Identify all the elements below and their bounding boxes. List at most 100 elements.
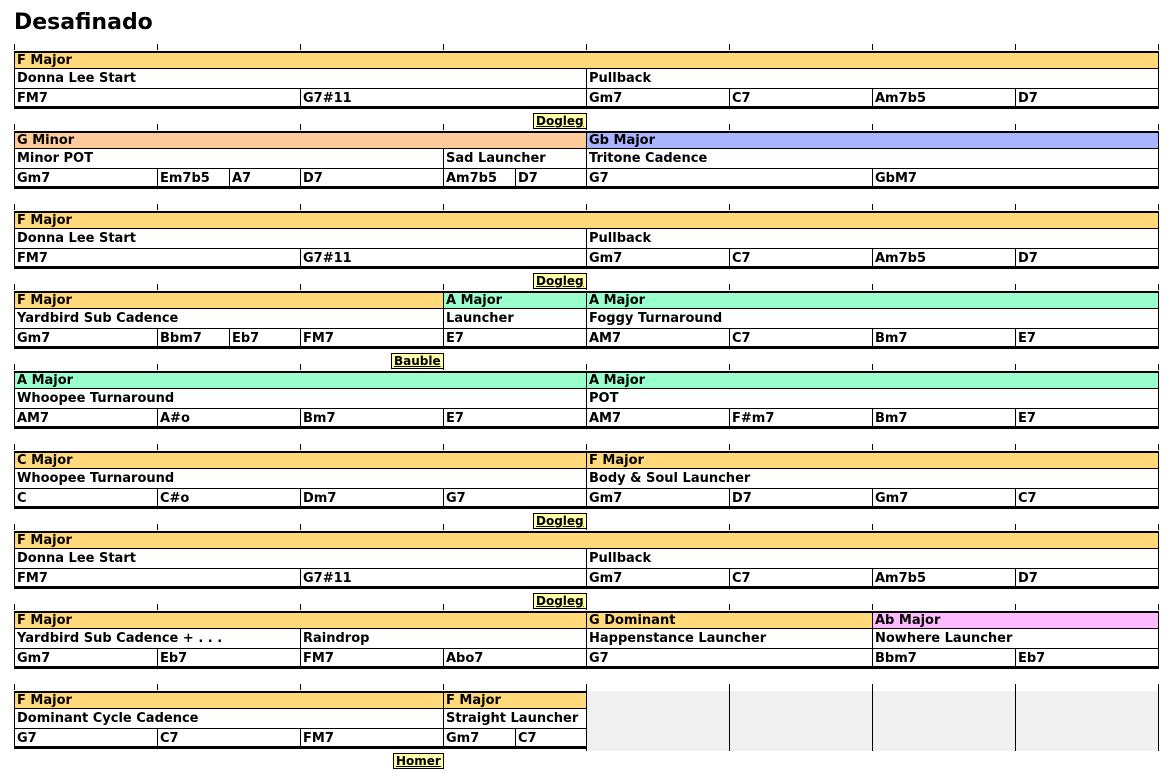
chord-cell[interactable]: FM7 (300, 729, 444, 749)
chord-cell[interactable]: D7 (1015, 89, 1159, 109)
chord-cell[interactable]: E7 (443, 329, 587, 349)
brick-label[interactable]: Pullback (586, 69, 1159, 89)
chord-cell[interactable]: G7 (586, 649, 873, 669)
chord-cell[interactable]: C7 (729, 249, 873, 269)
chord-cell[interactable]: E7 (1015, 329, 1159, 349)
brick-label[interactable]: POT (586, 389, 1159, 409)
chord-cell[interactable]: C#o (157, 489, 301, 509)
brick-label[interactable]: Yardbird Sub Cadence + . . . (14, 629, 301, 649)
chord-cell[interactable]: Gm7 (14, 649, 158, 669)
brick-label[interactable]: Nowhere Launcher (872, 629, 1159, 649)
joiner-tag[interactable]: Dogleg (533, 513, 587, 529)
chord-cell[interactable]: E7 (443, 409, 587, 429)
chord-cell[interactable]: GbM7 (872, 169, 1159, 189)
key-bar[interactable]: A Major (586, 371, 1159, 389)
key-bar[interactable]: F Major (14, 51, 1159, 69)
brick-label[interactable]: Sad Launcher (443, 149, 587, 169)
brick-label[interactable]: Pullback (586, 549, 1159, 569)
chord-cell[interactable]: C (14, 489, 158, 509)
brick-label[interactable]: Raindrop (300, 629, 587, 649)
brick-label[interactable]: Yardbird Sub Cadence (14, 309, 444, 329)
joiner-tag[interactable]: Dogleg (533, 113, 587, 129)
chord-cell[interactable]: C7 (1015, 489, 1159, 509)
brick-label[interactable]: Whoopee Turnaround (14, 389, 587, 409)
chord-cell[interactable]: C7 (157, 729, 301, 749)
key-bar[interactable]: G Dominant (586, 611, 873, 629)
key-bar[interactable]: F Major (586, 451, 1159, 469)
chord-cell[interactable]: F#m7 (729, 409, 873, 429)
chord-cell[interactable]: FM7 (14, 249, 301, 269)
chord-cell[interactable]: Am7b5 (872, 569, 1016, 589)
brick-label[interactable]: Body & Soul Launcher (586, 469, 1159, 489)
chord-cell[interactable]: Eb7 (1015, 649, 1159, 669)
chord-cell[interactable]: Eb7 (229, 329, 301, 349)
key-bar[interactable]: F Major (443, 691, 587, 709)
chord-cell[interactable]: Dm7 (300, 489, 444, 509)
key-bar[interactable]: F Major (14, 691, 444, 709)
chord-cell[interactable]: D7 (300, 169, 444, 189)
chord-cell[interactable]: Am7b5 (443, 169, 516, 189)
brick-label[interactable]: Donna Lee Start (14, 549, 587, 569)
key-bar[interactable]: A Major (443, 291, 587, 309)
chord-cell[interactable]: D7 (729, 489, 873, 509)
chord-cell[interactable]: Gm7 (586, 89, 730, 109)
joiner-tag[interactable]: Dogleg (533, 273, 587, 289)
joiner-tag[interactable]: Bauble (391, 353, 444, 369)
chord-cell[interactable]: C7 (729, 329, 873, 349)
chord-cell[interactable]: FM7 (14, 569, 301, 589)
chord-cell[interactable]: C7 (729, 89, 873, 109)
chord-cell[interactable]: Am7b5 (872, 89, 1016, 109)
chord-cell[interactable]: Bm7 (872, 409, 1016, 429)
chord-cell[interactable]: Gm7 (14, 169, 158, 189)
chord-cell[interactable]: Bm7 (872, 329, 1016, 349)
chord-cell[interactable]: G7#11 (300, 249, 587, 269)
chord-cell[interactable]: FM7 (14, 89, 301, 109)
chord-cell[interactable]: Gm7 (872, 489, 1016, 509)
brick-label[interactable]: Dominant Cycle Cadence (14, 709, 444, 729)
chord-cell[interactable]: E7 (1015, 409, 1159, 429)
key-bar[interactable]: A Major (586, 291, 1159, 309)
key-bar[interactable]: C Major (14, 451, 587, 469)
brick-label[interactable]: Whoopee Turnaround (14, 469, 587, 489)
chord-cell[interactable]: Gm7 (586, 489, 730, 509)
key-bar[interactable]: Ab Major (872, 611, 1159, 629)
brick-label[interactable]: Donna Lee Start (14, 69, 587, 89)
brick-label[interactable]: Straight Launcher (443, 709, 587, 729)
chord-cell[interactable]: Bm7 (300, 409, 444, 429)
chord-cell[interactable]: Gm7 (443, 729, 516, 749)
joiner-tag[interactable]: Homer (393, 753, 444, 769)
joiner-tag[interactable]: Dogleg (533, 593, 587, 609)
brick-label[interactable]: Tritone Cadence (586, 149, 1159, 169)
chord-cell[interactable]: FM7 (300, 329, 444, 349)
chord-cell[interactable]: G7 (443, 489, 587, 509)
chord-cell[interactable]: AM7 (14, 409, 158, 429)
key-bar[interactable]: A Major (14, 371, 587, 389)
chord-cell[interactable]: AM7 (586, 409, 730, 429)
key-bar[interactable]: F Major (14, 611, 587, 629)
chord-cell[interactable]: Gm7 (586, 249, 730, 269)
chord-cell[interactable]: D7 (1015, 249, 1159, 269)
brick-label[interactable]: Foggy Turnaround (586, 309, 1159, 329)
chord-cell[interactable]: Bbm7 (872, 649, 1016, 669)
chord-cell[interactable]: G7 (586, 169, 873, 189)
chord-cell[interactable]: C7 (729, 569, 873, 589)
chord-cell[interactable]: Em7b5 (157, 169, 230, 189)
chord-cell[interactable]: A7 (229, 169, 301, 189)
chord-cell[interactable]: G7 (14, 729, 158, 749)
chord-cell[interactable]: Eb7 (157, 649, 301, 669)
brick-label[interactable]: Donna Lee Start (14, 229, 587, 249)
chord-cell[interactable]: D7 (1015, 569, 1159, 589)
brick-label[interactable]: Minor POT (14, 149, 444, 169)
chord-cell[interactable]: Bbm7 (157, 329, 230, 349)
brick-label[interactable]: Pullback (586, 229, 1159, 249)
brick-label[interactable]: Launcher (443, 309, 587, 329)
chord-cell[interactable]: C7 (515, 729, 587, 749)
chord-cell[interactable]: Gm7 (586, 569, 730, 589)
chord-cell[interactable]: Abo7 (443, 649, 587, 669)
chord-cell[interactable]: Am7b5 (872, 249, 1016, 269)
brick-label[interactable]: Happenstance Launcher (586, 629, 873, 649)
chord-cell[interactable]: A#o (157, 409, 301, 429)
key-bar[interactable]: Gb Major (586, 131, 1159, 149)
chord-cell[interactable]: G7#11 (300, 89, 587, 109)
chord-cell[interactable]: FM7 (300, 649, 444, 669)
